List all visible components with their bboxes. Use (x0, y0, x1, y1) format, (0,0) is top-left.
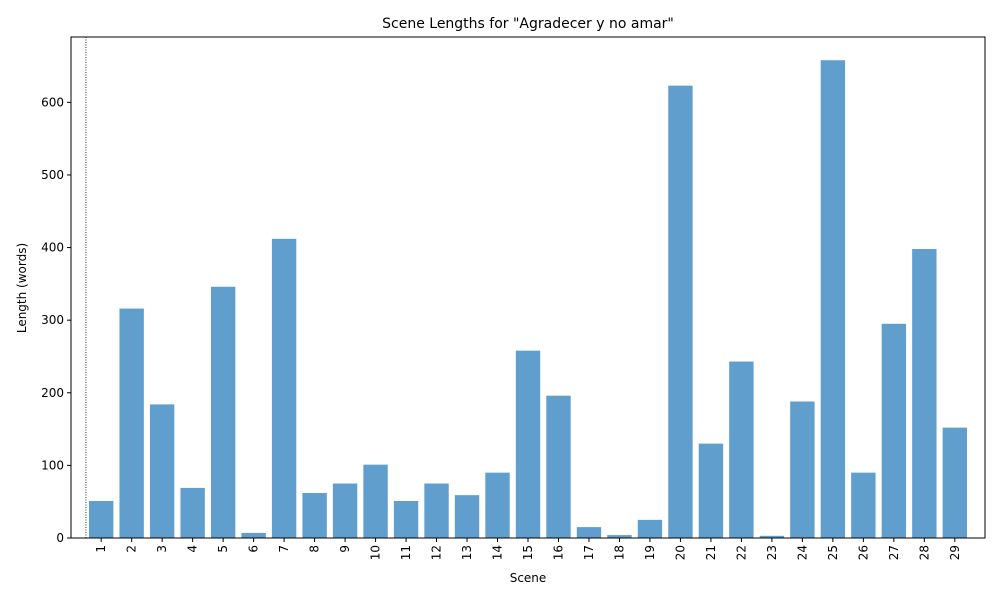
bar-scene-29 (942, 427, 968, 538)
x-tick-label: 8 (308, 545, 322, 553)
bar-scene-21 (698, 443, 724, 538)
bar-scene-7 (271, 238, 297, 538)
x-tick-label: 10 (369, 545, 383, 560)
x-tick-label: 27 (887, 545, 901, 560)
x-tick-label: 16 (551, 545, 565, 560)
x-tick-label: 21 (704, 545, 718, 560)
bar-scene-26 (851, 472, 876, 538)
x-tick-label: 19 (643, 545, 657, 560)
bar-scene-5 (210, 286, 236, 538)
x-tick-label: 9 (338, 545, 352, 553)
x-tick-label: 29 (948, 545, 962, 560)
x-tick-label: 2 (125, 545, 139, 553)
bar-scene-22 (729, 361, 754, 538)
bar-scene-8 (302, 492, 327, 538)
x-tick-label: 20 (673, 545, 687, 560)
bar-scene-11 (393, 500, 419, 538)
bar-scene-16 (546, 395, 571, 538)
x-tick-label: 15 (521, 545, 535, 560)
y-tick-label: 100 (41, 458, 64, 472)
bar-scene-24 (790, 401, 815, 538)
x-tick-label: 11 (399, 545, 413, 560)
x-tick-label: 6 (247, 545, 261, 553)
x-tick-label: 26 (856, 545, 870, 560)
bar-scene-12 (424, 483, 449, 538)
bar-scene-2 (119, 308, 144, 538)
bar-scene-25 (820, 60, 846, 538)
x-tick-label: 13 (460, 545, 474, 560)
y-tick-label: 400 (41, 241, 64, 255)
x-tick-label: 28 (917, 545, 931, 560)
x-tick-label: 24 (795, 545, 809, 560)
bar-scene-14 (485, 472, 510, 538)
x-tick-label: 12 (430, 545, 444, 560)
x-tick-label: 14 (491, 545, 505, 560)
x-tick-label: 7 (277, 545, 291, 553)
bar-scene-9 (332, 483, 358, 538)
x-tick-label: 25 (826, 545, 840, 560)
x-tick-label: 17 (582, 545, 596, 560)
x-tick-label: 4 (186, 545, 200, 553)
x-tick-label: 23 (765, 545, 779, 560)
bar-scene-15 (515, 350, 541, 538)
y-tick-label: 600 (41, 95, 64, 109)
y-tick-label: 0 (56, 531, 64, 545)
x-tick-label: 1 (94, 545, 108, 553)
x-tick-label: 18 (612, 545, 626, 560)
bar-scene-3 (149, 404, 175, 538)
x-tick-label: 22 (734, 545, 748, 560)
bar-scene-19 (637, 519, 663, 538)
x-tick-label: 3 (155, 545, 169, 553)
bar-scene-6 (241, 532, 266, 538)
bar-scene-28 (912, 249, 937, 538)
bar-scene-27 (881, 323, 907, 538)
y-tick-label: 500 (41, 168, 64, 182)
bar-scene-23 (759, 535, 785, 538)
bar-scene-18 (607, 535, 632, 538)
x-axis-label: Scene (510, 571, 547, 585)
bar-scene-1 (88, 500, 114, 538)
y-tick-label: 200 (41, 386, 64, 400)
y-axis-label: Length (words) (15, 243, 29, 333)
bar-scene-10 (363, 464, 388, 538)
bar-scene-13 (454, 495, 480, 538)
bar-scene-20 (668, 85, 693, 539)
y-tick-label: 300 (41, 313, 64, 327)
x-tick-label: 5 (216, 545, 230, 553)
chart-title: Scene Lengths for "Agradecer y no amar" (382, 16, 674, 32)
bar-scene-17 (576, 527, 602, 538)
bar-scene-4 (180, 487, 205, 538)
